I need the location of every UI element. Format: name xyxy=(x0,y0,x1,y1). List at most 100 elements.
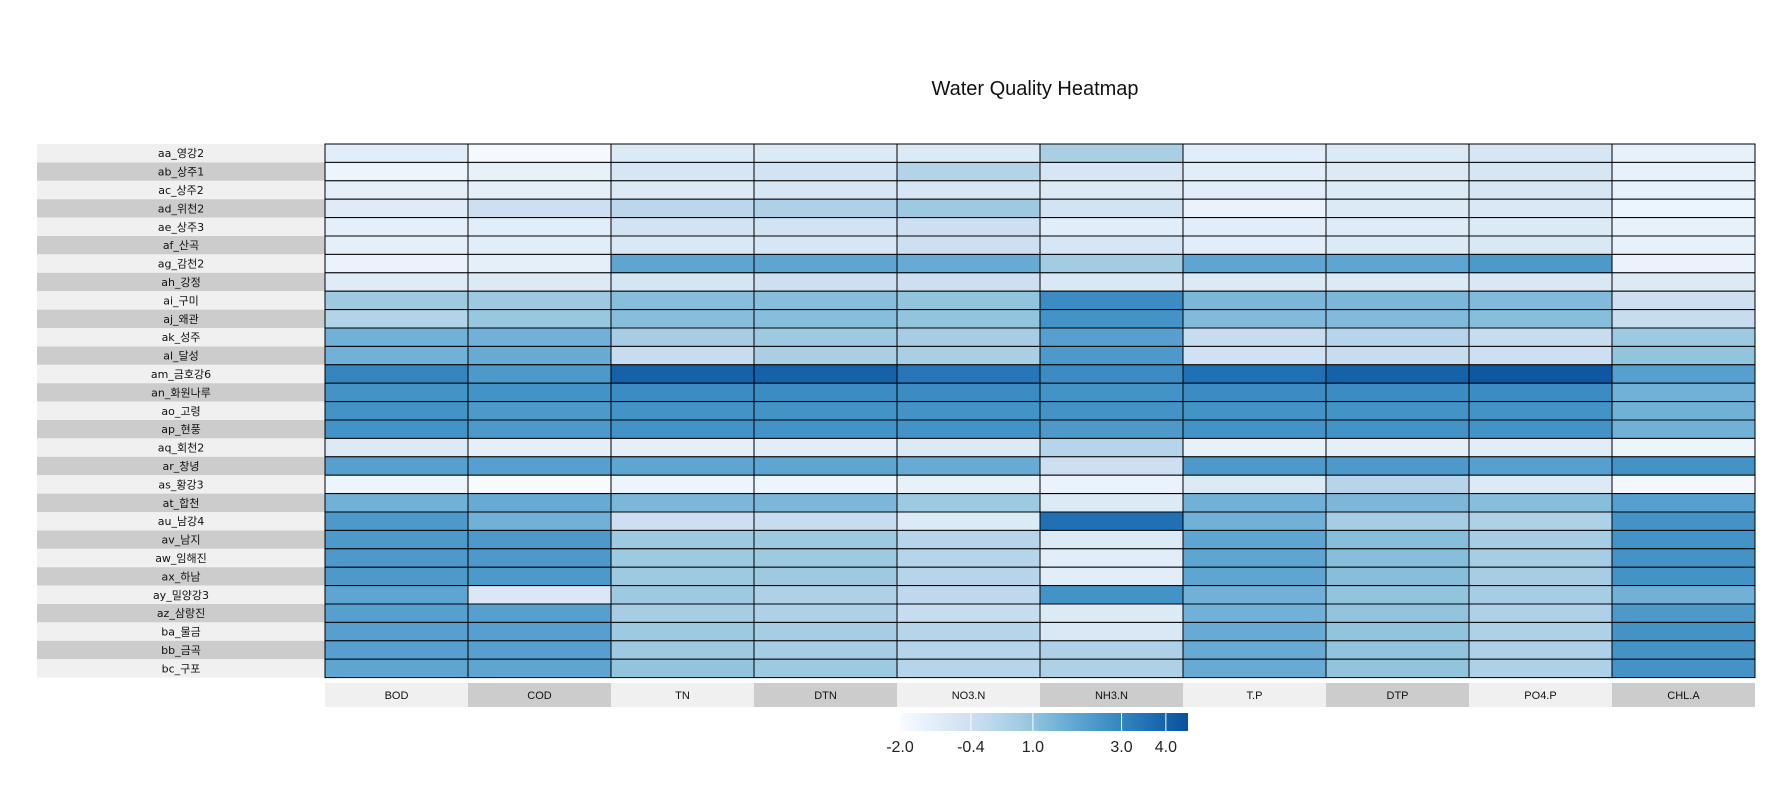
heatmap-cell xyxy=(1325,529,1470,550)
row-label: aw_임해진 xyxy=(155,551,207,565)
heatmap-cell xyxy=(1611,529,1756,550)
heatmap-cell xyxy=(1182,327,1327,347)
heatmap-cell xyxy=(467,585,612,605)
heatmap-cell xyxy=(467,345,612,366)
heatmap-cell xyxy=(1325,143,1470,163)
heatmap-cell xyxy=(1468,382,1613,403)
heatmap-cell xyxy=(753,309,898,329)
column-label-band xyxy=(611,683,754,707)
row-label: aa_영강2 xyxy=(158,147,204,160)
heatmap-cell xyxy=(324,345,469,366)
heatmap-cell xyxy=(1611,585,1756,605)
heatmap-cell xyxy=(1468,566,1613,587)
row-label-band xyxy=(37,328,325,347)
heatmap-cell xyxy=(1039,603,1184,623)
heatmap-cell xyxy=(753,382,898,403)
heatmap-cell xyxy=(753,548,898,568)
heatmap-cell xyxy=(467,603,612,623)
heatmap-cell xyxy=(896,272,1041,292)
row-label: ac_상주2 xyxy=(158,184,204,197)
column-label: DTP xyxy=(1387,690,1409,702)
heatmap-cell xyxy=(1182,217,1327,237)
heatmap-cell xyxy=(324,180,469,200)
heatmap-cell xyxy=(324,456,469,476)
heatmap-cell xyxy=(896,309,1041,329)
heatmap-cell xyxy=(324,621,469,642)
row-label-band xyxy=(37,548,325,568)
heatmap-cell xyxy=(610,419,755,439)
heatmap-cell xyxy=(610,474,755,495)
heatmap-cell xyxy=(324,290,469,311)
row-label-band xyxy=(37,383,325,402)
heatmap-cell xyxy=(610,290,755,311)
heatmap-cell xyxy=(1039,290,1184,311)
heatmap-cell xyxy=(896,290,1041,311)
heatmap-cell xyxy=(753,419,898,439)
heatmap-cell xyxy=(1182,566,1327,587)
heatmap-cell xyxy=(1611,143,1756,163)
heatmap-cell xyxy=(324,437,469,458)
heatmap-cell xyxy=(610,345,755,366)
heatmap-cell xyxy=(1039,548,1184,568)
heatmap-cell xyxy=(1182,603,1327,623)
heatmap-cell xyxy=(896,345,1041,366)
heatmap-cell xyxy=(1039,161,1184,182)
heatmap-cell xyxy=(753,640,898,660)
heatmap-cell xyxy=(467,529,612,550)
heatmap-cell xyxy=(1325,621,1470,642)
heatmap-cell xyxy=(896,529,1041,550)
heatmap-cell xyxy=(1468,327,1613,347)
heatmap-cell xyxy=(1611,180,1756,200)
heatmap-cell xyxy=(1468,529,1613,550)
heatmap-cell xyxy=(1468,143,1613,163)
row-label-band xyxy=(37,475,325,494)
heatmap-cell xyxy=(1468,658,1613,679)
heatmap-cell xyxy=(610,143,755,163)
row-label-band xyxy=(37,309,325,328)
heatmap-cell xyxy=(1039,621,1184,642)
row-label-band xyxy=(37,162,325,181)
heatmap-cell xyxy=(324,161,469,182)
heatmap-cell xyxy=(753,621,898,642)
heatmap-cell xyxy=(896,253,1041,274)
heatmap-cell xyxy=(1039,640,1184,660)
heatmap-cell xyxy=(896,511,1041,531)
column-label-band xyxy=(1326,683,1469,707)
heatmap-cell xyxy=(467,621,612,642)
heatmap-cell xyxy=(753,161,898,182)
heatmap-cell xyxy=(896,603,1041,623)
heatmap-cell xyxy=(753,345,898,366)
row-label-band xyxy=(37,585,325,604)
heatmap-cell xyxy=(1325,548,1470,568)
heatmap-cell xyxy=(1611,603,1756,623)
row-label: ar_창녕 xyxy=(162,460,199,473)
heatmap-cell xyxy=(753,401,898,421)
heatmap-cell xyxy=(324,640,469,660)
heatmap-cell xyxy=(1039,309,1184,329)
row-label: ba_물금 xyxy=(161,626,200,639)
legend-tick-label: 1.0 xyxy=(1022,739,1044,756)
heatmap-cell xyxy=(1182,548,1327,568)
column-label: TN xyxy=(675,690,690,702)
heatmap-cell xyxy=(1611,235,1756,255)
heatmap-cell xyxy=(1611,493,1756,513)
column-label-band xyxy=(754,683,897,707)
heatmap-cell xyxy=(1325,217,1470,237)
heatmap-cell xyxy=(610,603,755,623)
heatmap-cell xyxy=(896,474,1041,495)
column-label: NH3.N xyxy=(1095,690,1128,702)
heatmap-cell xyxy=(896,161,1041,182)
heatmap-cell xyxy=(896,198,1041,219)
heatmap-cell xyxy=(1039,327,1184,347)
heatmap-cell xyxy=(324,217,469,237)
column-label: PO4.P xyxy=(1524,690,1556,702)
row-label: af_산곡 xyxy=(163,239,199,252)
heatmap-cell xyxy=(896,585,1041,605)
heatmap-cell xyxy=(1039,364,1184,384)
heatmap-cell xyxy=(1611,511,1756,531)
row-label-band xyxy=(37,622,325,641)
column-label: T.P xyxy=(1247,690,1263,702)
row-label-band xyxy=(37,530,325,549)
heatmap-cell xyxy=(1182,621,1327,642)
heatmap-cell xyxy=(610,180,755,200)
